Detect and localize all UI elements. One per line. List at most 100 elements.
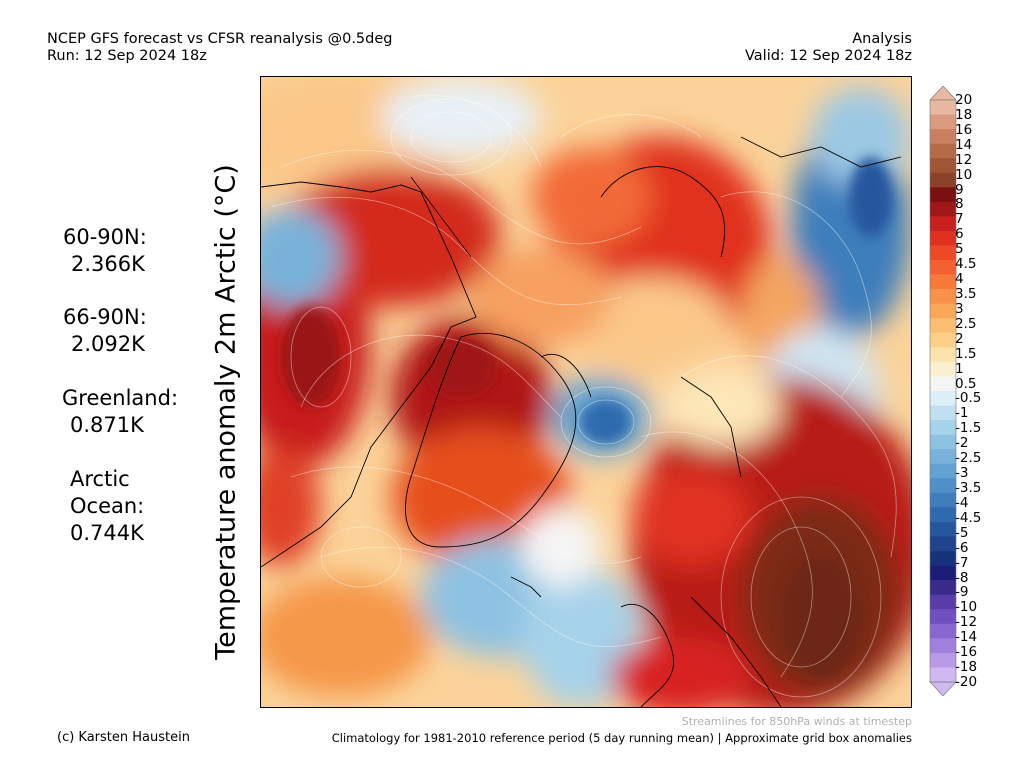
credit-text: (c) Karsten Haustein	[57, 730, 190, 745]
colorbar-tick-label: -5	[955, 524, 969, 541]
colorbar-swatch	[930, 347, 956, 363]
colorbar-swatch	[930, 405, 956, 421]
colorbar-tick-label: 0.5	[955, 375, 977, 392]
colorbar-top-arrow	[929, 86, 957, 101]
colorbar-tick-label: 18	[955, 106, 973, 123]
colorbar-swatch	[930, 129, 956, 144]
colorbar-tick-label: -6	[955, 539, 969, 556]
stat-greenland: Greenland: 0.871K	[62, 385, 178, 439]
colorbar-swatch	[930, 376, 956, 392]
colorbar-tick-label: 8	[955, 196, 964, 213]
colorbar-swatch	[930, 114, 956, 130]
boundary-line	[410, 176, 472, 258]
stat-arctic-ocean: Arctic Ocean: 0.744K	[70, 466, 144, 547]
colorbar-swatch	[930, 230, 956, 246]
colorbar-tick-label: -16	[955, 644, 978, 661]
colorbar-tick-label: -9	[955, 584, 969, 601]
colorbar-swatch	[930, 216, 956, 232]
colorbar-swatch	[930, 303, 956, 319]
colorbar-tick-label: 3	[955, 300, 964, 317]
colorbar-tick-label: -4	[955, 494, 969, 511]
colorbar-swatch	[930, 638, 956, 654]
colorbar-tick-label: -8	[955, 569, 969, 586]
colorbar-swatch	[930, 536, 956, 552]
colorbar-tick-label: -1.5	[955, 420, 982, 437]
stat-arctic-label-2: Ocean:	[70, 494, 145, 518]
colorbar-tick-label: 14	[955, 136, 973, 153]
stat-66-90n-label: 66-90N:	[63, 305, 147, 329]
colorbar-tick-label: 9	[955, 181, 964, 198]
colorbar-swatch	[930, 100, 956, 115]
colorbar-tick-label: 20	[955, 92, 973, 108]
stat-66-90n-value: 2.092K	[71, 332, 145, 356]
colorbar-swatch	[930, 332, 956, 348]
colorbar-swatch	[930, 245, 956, 261]
stat-60-90n-label: 60-90N:	[63, 225, 147, 249]
colorbar-tick-label: 2	[955, 330, 964, 347]
colorbar-swatch	[930, 507, 956, 523]
colorbar-tick-label: 1	[955, 360, 964, 377]
colorbar-swatch	[930, 420, 956, 435]
colorbar-swatch	[930, 609, 956, 625]
colorbar-tick-label: 2.5	[955, 315, 977, 332]
colorbar-tick-label: -14	[955, 629, 978, 646]
colorbar-swatch	[930, 289, 956, 304]
colorbar-swatch	[930, 521, 956, 537]
colorbar-swatch	[930, 260, 956, 275]
colorbar-tick-label: 7	[955, 211, 964, 228]
coastlines	[261, 136, 902, 707]
colorbar-tick-label: -2	[955, 435, 969, 452]
colorbar-swatch	[930, 434, 956, 450]
stat-arctic-value: 0.744K	[70, 521, 144, 545]
stat-60-90n: 60-90N: 2.366K	[63, 224, 147, 278]
stat-greenland-label: Greenland:	[62, 386, 179, 410]
colorbar-tick-label: 1.5	[955, 345, 977, 362]
colorbar-swatch	[930, 463, 956, 479]
anomaly-map-svg	[261, 77, 911, 707]
stat-greenland-value: 0.871K	[70, 413, 144, 437]
colorbar-tick-label: 12	[955, 151, 973, 168]
title-line-1: NCEP GFS forecast vs CFSR reanalysis @0.…	[47, 31, 393, 47]
climatology-note: Climatology for 1981-2010 reference peri…	[331, 731, 912, 745]
colorbar-swatch	[930, 449, 956, 465]
colorbar-swatch	[930, 318, 956, 334]
header-left: NCEP GFS forecast vs CFSR reanalysis @0.…	[47, 31, 392, 65]
wind-streamlines	[270, 94, 897, 698]
streamline-note: Streamlines for 850hPa winds at timestep	[681, 715, 912, 728]
colorbar-tick-label: -0.5	[955, 390, 982, 407]
colorbar-tick-label: -1	[955, 405, 969, 422]
colorbar-tick-label: -3	[955, 465, 969, 482]
colorbar-bottom-arrow	[929, 681, 957, 696]
colorbar-swatch	[930, 667, 956, 683]
colorbar-outline	[929, 99, 957, 683]
colorbar-swatch	[930, 478, 956, 494]
colorbar-swatch	[930, 551, 956, 566]
colorbar-swatch	[930, 565, 956, 581]
colorbar-tick-label: -4.5	[955, 509, 982, 526]
colorbar-swatch	[930, 172, 956, 188]
stat-66-90n: 66-90N: 2.092K	[63, 304, 147, 358]
y-axis-label: Temperature anomaly 2m Arctic (°C)	[210, 164, 242, 660]
colorbar-swatch	[930, 201, 956, 217]
colorbar-tick-label: 3.5	[955, 286, 977, 302]
colorbar-swatch	[930, 391, 956, 406]
colorbar-tick-label: 16	[955, 121, 973, 138]
colorbar-swatch	[930, 652, 956, 668]
colorbar-tick-label: 10	[955, 166, 973, 183]
colorbar-tick-label: -10	[955, 599, 978, 616]
colorbar-tick-label: 4	[955, 271, 964, 288]
anomaly-map	[260, 76, 912, 708]
colorbar-swatch	[930, 143, 956, 159]
valid-line: Valid: 12 Sep 2024 18z	[744, 48, 912, 64]
header-right: Analysis Valid: 12 Sep 2024 18z	[745, 31, 912, 65]
colorbar-swatch	[930, 274, 956, 290]
stat-arctic-label-1: Arctic	[70, 467, 130, 491]
colorbar-tick-label: 5	[955, 241, 964, 258]
colorbar-tick-label: -3.5	[955, 480, 982, 496]
colorbar-swatch	[930, 492, 956, 508]
colorbar	[929, 86, 957, 696]
colorbar-tick-label: -20	[955, 674, 978, 690]
stat-60-90n-value: 2.366K	[71, 252, 145, 276]
colorbar-tick-label: 4.5	[955, 256, 977, 273]
colorbar-tick-label: -18	[955, 659, 978, 676]
